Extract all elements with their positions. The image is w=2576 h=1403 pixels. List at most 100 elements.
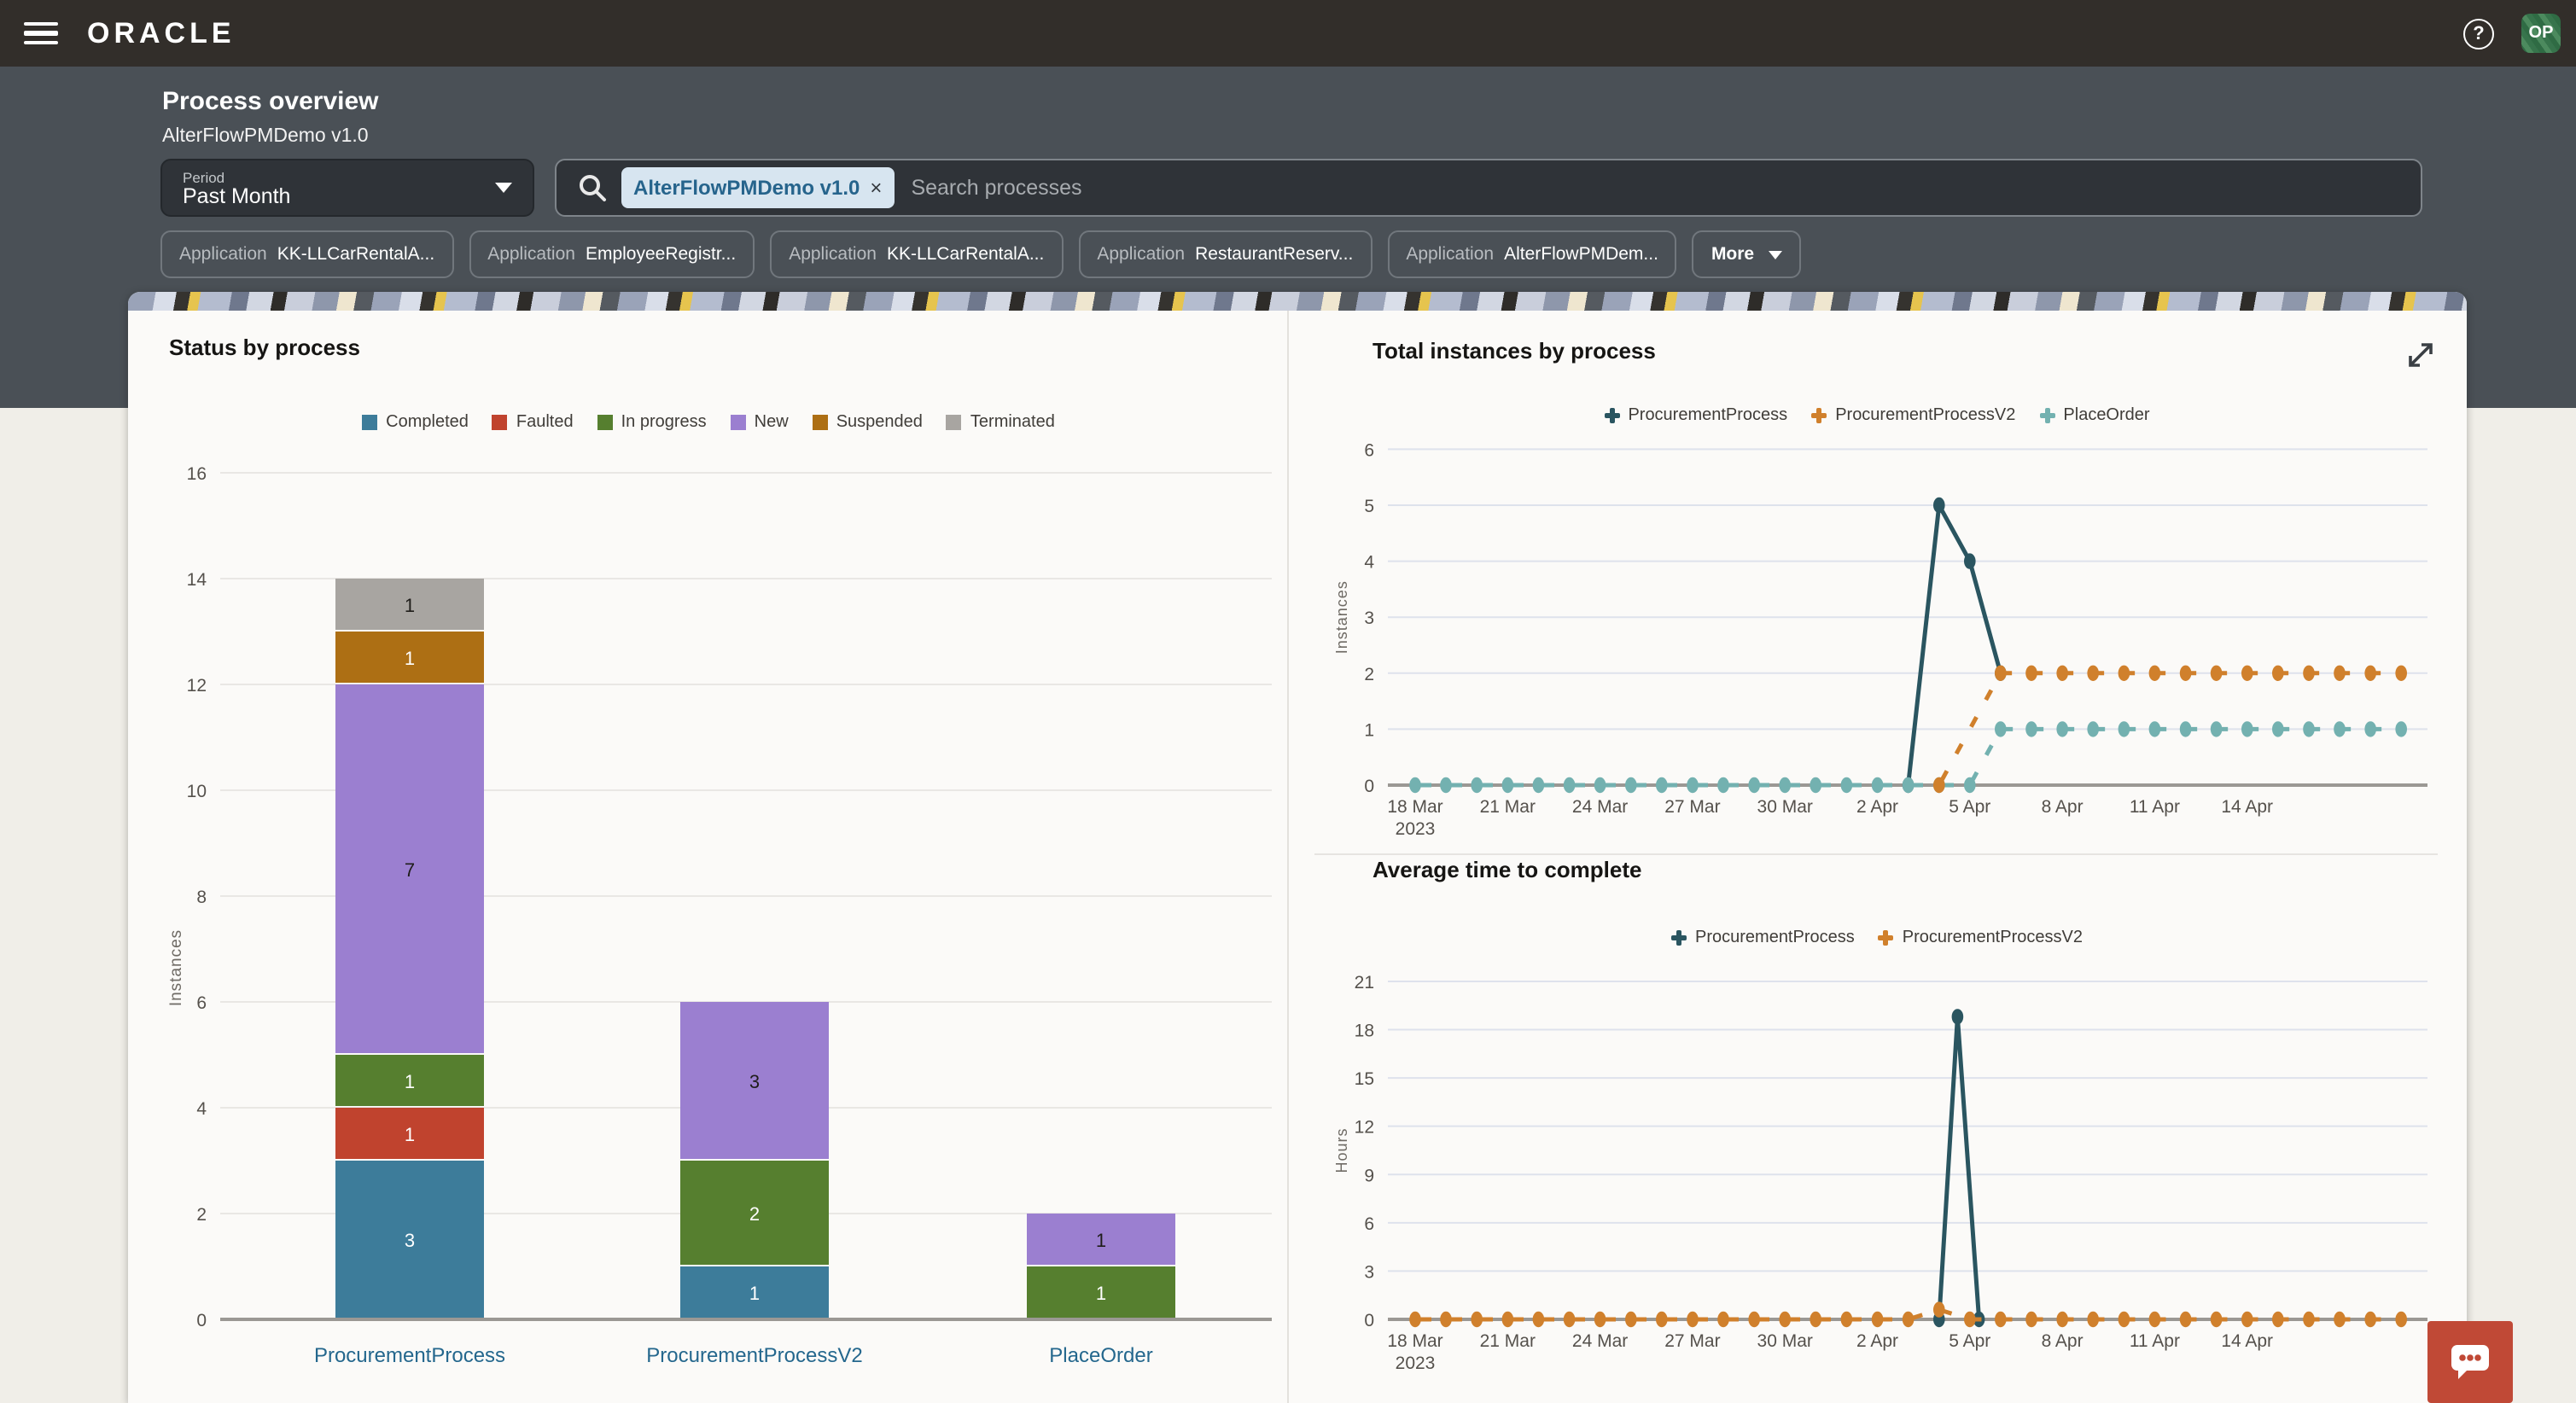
data-point-marker	[2272, 721, 2284, 737]
filter-chip-4[interactable]: Application RestaurantReserv...	[1078, 230, 1373, 278]
y-tick-label: 0	[1364, 1311, 1374, 1330]
bar-segment-new[interactable]	[1027, 1214, 1175, 1265]
bar-segment-terminated[interactable]	[335, 579, 484, 630]
data-point-marker	[1440, 1311, 1452, 1328]
help-icon[interactable]: ?	[2463, 18, 2494, 49]
bar-segment-suspended[interactable]	[335, 632, 484, 683]
legend-item[interactable]: ProcurementProcess	[1671, 929, 1855, 947]
filter-chip-5[interactable]: Application AlterFlowPMDem...	[1387, 230, 1677, 278]
data-point-marker	[2334, 665, 2346, 681]
data-point-marker	[1964, 553, 1976, 569]
data-point-marker	[2118, 1311, 2130, 1328]
y-axis-title: Hours	[1333, 1127, 1350, 1173]
data-point-marker	[2087, 1311, 2099, 1328]
data-point-marker	[2334, 1311, 2346, 1328]
data-point-marker	[1995, 1311, 2007, 1328]
legend-item[interactable]: Faulted	[492, 413, 574, 432]
data-point-marker	[1532, 1311, 1545, 1328]
bar-segment-completed[interactable]	[335, 1161, 484, 1318]
data-point-marker	[1563, 1311, 1576, 1328]
legend-label: New	[754, 413, 789, 432]
menu-icon[interactable]	[24, 21, 58, 45]
page-subtitle: AlterFlowPMDemo v1.0	[162, 126, 369, 147]
filter-controls: Period Past Month AlterFlowPMDemo v1.0 ×	[160, 159, 2422, 217]
data-point-marker	[2025, 721, 2037, 737]
legend-item[interactable]: Terminated	[946, 413, 1055, 432]
legend-label: ProcurementProcessV2	[1835, 406, 2016, 425]
bar-segment-in-progress[interactable]	[680, 1161, 829, 1265]
data-point-marker	[2056, 665, 2068, 681]
data-point-marker	[1409, 777, 1421, 794]
legend-label: PlaceOrder	[2063, 406, 2150, 425]
filter-chip-2[interactable]: Application EmployeeRegistr...	[469, 230, 755, 278]
data-point-marker	[1625, 1311, 1637, 1328]
legend-item[interactable]: ProcurementProcess	[1604, 406, 1787, 425]
y-tick-label: 2	[196, 1205, 207, 1225]
chip-remove-icon[interactable]: ×	[870, 176, 883, 200]
avg-time-chart: 0 3 6 9 12 15 18 21 Hours 18 Mar 2023 21 Mar 24 Mar 2…	[1289, 874, 2465, 1403]
filter-chip-3[interactable]: Application KK-LLCarRentalA...	[770, 230, 1064, 278]
right-charts-panel: Total instances by process ProcurementPr…	[1289, 311, 2465, 1403]
chart-panels: Status by process Completed Faulted In pro…	[128, 311, 2467, 1403]
y-tick-label: 3	[1364, 608, 1374, 628]
legend-item[interactable]: ProcurementProcessV2	[1878, 929, 2083, 947]
expand-icon[interactable]	[2404, 338, 2438, 372]
y-tick-label: 21	[1355, 973, 1374, 993]
data-point-marker	[1871, 777, 1884, 794]
chat-button[interactable]	[2427, 1321, 2513, 1403]
legend-item[interactable]: New	[730, 413, 789, 432]
data-point-marker	[1717, 1311, 1729, 1328]
category-link[interactable]: ProcurementProcess	[314, 1344, 505, 1367]
avatar[interactable]: OP	[2521, 14, 2561, 53]
data-point-marker	[2087, 665, 2099, 681]
bar-segment-in-progress[interactable]	[1027, 1266, 1175, 1318]
legend-item[interactable]: Completed	[362, 413, 469, 432]
bar-segment-new[interactable]	[335, 684, 484, 1053]
top-bar-actions: ? OP	[2463, 14, 2561, 53]
more-button[interactable]: More	[1692, 230, 1801, 278]
more-label: More	[1711, 244, 1755, 265]
chart-title-avgtime: Average time to complete	[1373, 857, 1642, 882]
legend-item[interactable]: ProcurementProcessV2	[1811, 406, 2015, 425]
data-point-marker	[2179, 665, 2192, 681]
top-bar: ORACLE ? OP	[0, 0, 2576, 67]
period-select[interactable]: Period Past Month	[160, 159, 534, 217]
legend-item[interactable]: In progress	[597, 413, 707, 432]
category-link[interactable]: PlaceOrder	[1049, 1344, 1152, 1367]
data-point-marker	[2395, 721, 2407, 737]
chip-type-label: Application	[789, 244, 877, 265]
data-point-marker	[1748, 1311, 1760, 1328]
data-point-marker	[2303, 665, 2315, 681]
y-tick-label: 4	[196, 1099, 207, 1119]
data-point-marker	[1501, 777, 1514, 794]
search-chip-label: AlterFlowPMDemo v1.0	[633, 176, 860, 200]
legend-item[interactable]: Suspended	[812, 413, 923, 432]
bar-segment-new[interactable]	[680, 1002, 829, 1159]
data-point-marker	[2303, 1311, 2315, 1328]
decorative-banner	[128, 292, 2467, 311]
data-point-marker	[2364, 1311, 2376, 1328]
category-link[interactable]: ProcurementProcessV2	[646, 1344, 862, 1367]
line-series-ProcurementProcess	[1906, 498, 2003, 786]
search-filter-chip[interactable]: AlterFlowPMDemo v1.0 ×	[621, 167, 895, 208]
search-input[interactable]	[907, 174, 2407, 201]
search-bar[interactable]: AlterFlowPMDemo v1.0 ×	[555, 159, 2422, 217]
bar-segment-faulted[interactable]	[335, 1108, 484, 1159]
bar-segment-completed[interactable]	[680, 1266, 829, 1318]
data-point-marker	[2395, 1311, 2407, 1328]
data-point-marker	[2118, 721, 2130, 737]
data-point-marker	[1471, 1311, 1483, 1328]
legend-swatch	[812, 415, 828, 430]
y-tick-label: 9	[1364, 1166, 1374, 1185]
x-tick-label: 18 Mar	[1387, 1331, 1442, 1351]
data-point-marker	[1501, 1311, 1514, 1328]
data-point-marker	[1933, 497, 1945, 514]
bar-segment-in-progress[interactable]	[335, 1055, 484, 1106]
data-point-marker	[1717, 777, 1729, 794]
legend-item[interactable]: PlaceOrder	[2039, 406, 2150, 425]
data-point-marker	[2334, 721, 2346, 737]
data-point-marker	[1964, 1311, 1976, 1328]
y-tick-label: 15	[1355, 1069, 1374, 1089]
filter-chip-1[interactable]: Application KK-LLCarRentalA...	[160, 230, 454, 278]
legend-swatch	[730, 415, 746, 430]
